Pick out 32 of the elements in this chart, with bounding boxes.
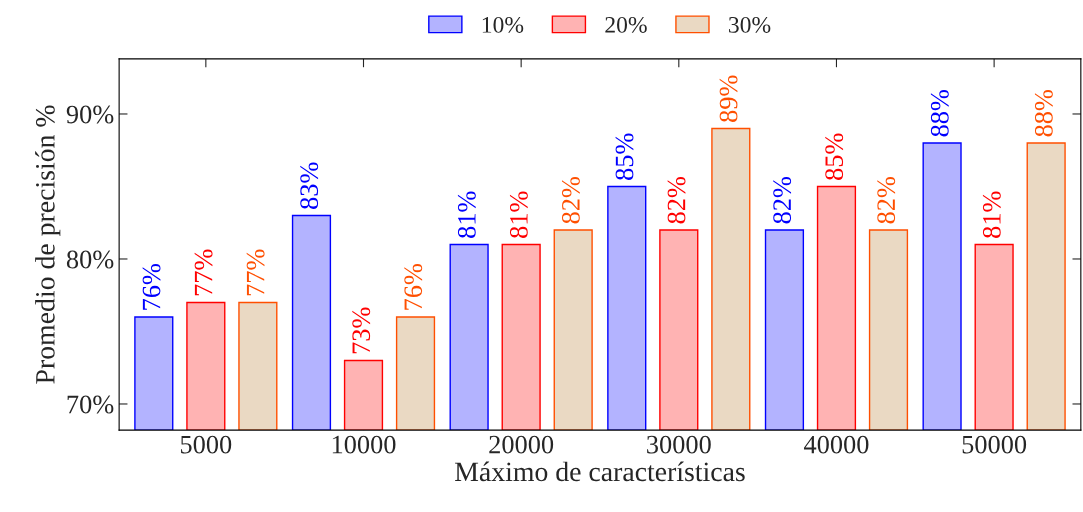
data-label: 77% <box>194 249 213 296</box>
data-label: 76% <box>404 263 423 310</box>
y-tick-label: 70% <box>67 395 114 414</box>
x-tick-label: 10000 <box>332 435 396 454</box>
data-label: 82% <box>773 176 792 224</box>
legend-label: 10% <box>482 16 524 33</box>
data-label: 81% <box>509 191 528 238</box>
x-axis-title: Máximo de características <box>455 461 745 482</box>
x-tick-label: 30000 <box>647 435 711 454</box>
data-label: 88% <box>930 89 949 137</box>
data-label: 81% <box>982 191 1001 238</box>
legend-label: 20% <box>605 16 647 33</box>
legend-label: 30% <box>729 16 771 33</box>
data-label: 73% <box>352 307 371 354</box>
data-label: 82% <box>877 176 896 224</box>
x-tick-label: 5000 <box>180 435 232 454</box>
data-label: 83% <box>300 162 319 209</box>
data-label: 85% <box>825 133 844 180</box>
y-tick-label: 90% <box>66 105 114 124</box>
data-label: 77% <box>246 249 265 296</box>
data-label: 76% <box>142 263 161 310</box>
x-tick-label: 50000 <box>962 435 1027 454</box>
data-label: 88% <box>1034 89 1053 137</box>
x-tick-label: 20000 <box>489 435 554 454</box>
x-tick-label: 40000 <box>804 435 869 454</box>
data-label: 85% <box>615 133 634 180</box>
data-label: 82% <box>667 176 686 224</box>
y-tick-label: 80% <box>66 250 114 269</box>
data-label: 82% <box>561 176 580 224</box>
data-label: 89% <box>719 75 738 122</box>
data-label: 81% <box>457 191 476 238</box>
y-axis-title: Promedio de precisión % <box>35 105 61 384</box>
